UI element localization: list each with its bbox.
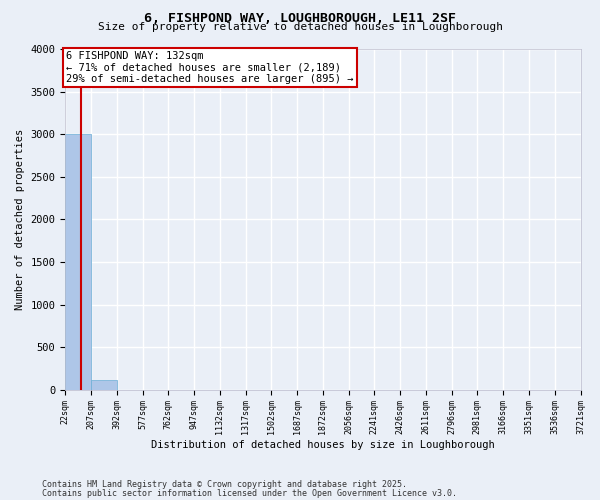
Text: 6 FISHPOND WAY: 132sqm
← 71% of detached houses are smaller (2,189)
29% of semi-: 6 FISHPOND WAY: 132sqm ← 71% of detached… — [66, 50, 353, 84]
Bar — [65, 134, 91, 390]
Y-axis label: Number of detached properties: Number of detached properties — [15, 128, 25, 310]
Text: Contains HM Land Registry data © Crown copyright and database right 2025.: Contains HM Land Registry data © Crown c… — [42, 480, 407, 489]
Text: Contains public sector information licensed under the Open Government Licence v3: Contains public sector information licen… — [42, 488, 457, 498]
Bar — [91, 380, 117, 390]
Text: 6, FISHPOND WAY, LOUGHBOROUGH, LE11 2SF: 6, FISHPOND WAY, LOUGHBOROUGH, LE11 2SF — [144, 12, 456, 26]
Text: Size of property relative to detached houses in Loughborough: Size of property relative to detached ho… — [97, 22, 503, 32]
X-axis label: Distribution of detached houses by size in Loughborough: Distribution of detached houses by size … — [151, 440, 495, 450]
